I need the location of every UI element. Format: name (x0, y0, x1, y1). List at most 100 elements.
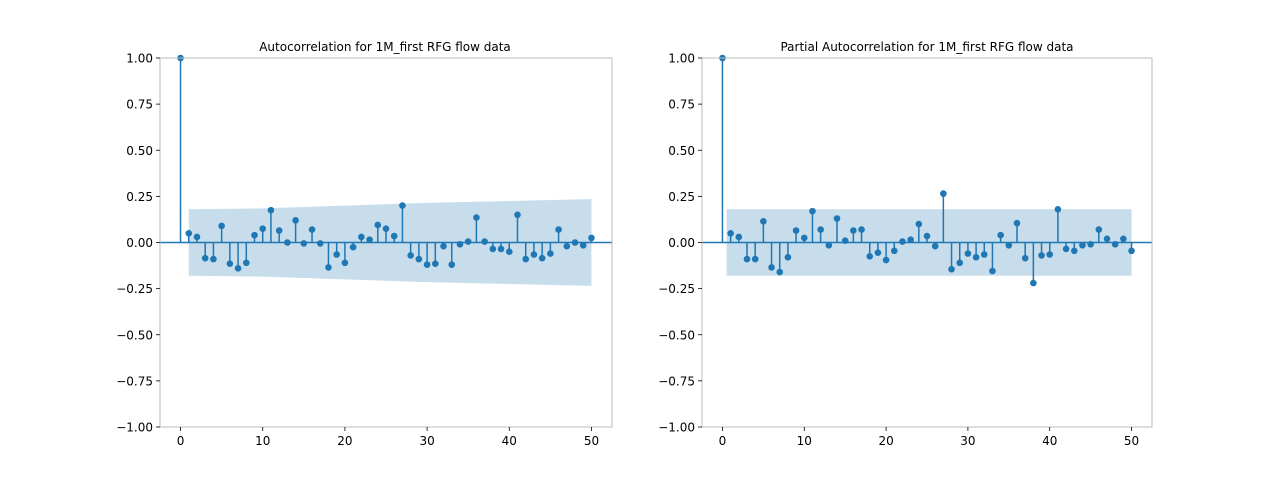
acf-marker-lag-31 (432, 260, 439, 268)
pacf-marker-lag-38 (1030, 279, 1037, 287)
pacf-title: Partial Autocorrelation for 1M_first RFG… (780, 40, 1073, 54)
pacf-marker-lag-9 (792, 227, 800, 234)
acf-ytick-label: −0.25 (116, 282, 153, 296)
pacf-marker-lag-15 (841, 237, 849, 244)
pacf-marker-lag-14 (833, 215, 841, 222)
pacf-plot-area: −1.00 −0.75 −0.50 −0.25 0.00 0.25 0.50 0.75 1.00… (658, 52, 1153, 448)
acf-marker-lag-50 (588, 234, 595, 242)
pacf-marker-lag-46 (1095, 226, 1103, 233)
pacf-marker-lag-18 (866, 253, 874, 260)
acf-marker-lag-3 (201, 254, 209, 262)
acf-xtick-label: 20 (337, 434, 352, 448)
pacf-xtick-label: 40 (1042, 434, 1057, 448)
pacf-ytick-label: 0.00 (668, 236, 695, 250)
pacf-ytick-label: −0.75 (658, 374, 695, 388)
pacf-marker-lag-45 (1087, 241, 1094, 248)
pacf-panel: Partial Autocorrelation for 1M_first RFG… (658, 40, 1153, 448)
acf-panel: Autocorrelation for 1M_first RFG flow da… (116, 40, 613, 448)
pacf-ytick-label: 0.75 (668, 98, 695, 112)
acf-marker-lag-47 (563, 242, 571, 250)
pacf-marker-lag-12 (817, 226, 824, 233)
acf-marker-lag-26 (390, 232, 398, 240)
pacf-marker-lag-7 (776, 268, 784, 276)
acf-marker-lag-8 (242, 259, 250, 267)
pacf-marker-lag-4 (751, 255, 759, 263)
pacf-marker-lag-1 (727, 229, 734, 237)
pacf-xtick-label: 0 (719, 434, 727, 448)
pacf-marker-lag-5 (760, 217, 767, 225)
acf-xtick-label: 40 (502, 434, 517, 448)
pacf-marker-lag-23 (907, 236, 914, 244)
acf-marker-lag-21 (349, 243, 357, 251)
pacf-ytick-label: 0.50 (668, 144, 695, 158)
pacf-marker-lag-37 (1021, 254, 1029, 262)
pacf-marker-lag-44 (1079, 241, 1086, 249)
pacf-ytick-label: 1.00 (668, 52, 695, 66)
pacf-marker-lag-30 (964, 250, 972, 257)
acf-marker-lag-28 (407, 252, 414, 259)
pacf-marker-lag-27 (940, 190, 947, 197)
pacf-marker-lag-43 (1070, 247, 1078, 255)
pacf-marker-lag-31 (972, 253, 980, 261)
pacf-marker-lag-3 (743, 255, 751, 263)
acf-marker-lag-35 (464, 238, 472, 245)
pacf-marker-lag-50 (1128, 247, 1135, 255)
pacf-marker-lag-35 (1005, 241, 1013, 249)
pacf-xtick-label: 30 (960, 434, 975, 448)
acf-marker-lag-10 (259, 225, 267, 232)
pacf-marker-lag-10 (800, 234, 808, 242)
acf-marker-lag-22 (358, 233, 365, 241)
pacf-marker-lag-41 (1054, 205, 1062, 213)
acf-marker-lag-6 (226, 260, 234, 268)
acf-ytick-label: 0.50 (126, 144, 153, 158)
acf-marker-lag-7 (234, 265, 242, 272)
pacf-marker-lag-40 (1046, 251, 1054, 258)
pacf-marker-lag-20 (882, 256, 890, 264)
acf-marker-lag-13 (284, 239, 291, 246)
acf-marker-lag-2 (193, 233, 201, 241)
pacf-xtick-label: 10 (797, 434, 812, 448)
acf-marker-lag-43 (530, 251, 538, 258)
acf-marker-lag-36 (473, 214, 480, 221)
pacf-ytick-label: −0.50 (658, 328, 695, 342)
acf-marker-lag-5 (218, 222, 225, 230)
pacf-marker-lag-21 (890, 247, 898, 255)
acf-ytick-label: −0.50 (116, 328, 153, 342)
pacf-marker-lag-26 (931, 242, 939, 250)
acf-ytick-label: 0.75 (126, 98, 153, 112)
acf-title: Autocorrelation for 1M_first RFG flow da… (259, 40, 511, 54)
pacf-marker-lag-39 (1038, 252, 1045, 259)
pacf-marker-lag-24 (915, 220, 923, 228)
acf-marker-lag-9 (251, 231, 258, 239)
acf-marker-lag-15 (300, 240, 308, 247)
acf-marker-lag-46 (555, 226, 562, 233)
pacf-marker-lag-11 (809, 207, 816, 215)
pacf-marker-lag-34 (997, 231, 1004, 239)
acf-marker-lag-20 (341, 259, 349, 267)
acf-marker-lag-49 (579, 241, 587, 249)
pacf-marker-lag-49 (1120, 235, 1127, 243)
pacf-marker-lag-13 (825, 241, 833, 249)
acf-marker-lag-41 (514, 211, 521, 219)
acf-marker-lag-16 (308, 226, 316, 233)
acf-xtick-label: 0 (177, 434, 185, 448)
acf-marker-lag-25 (382, 225, 390, 232)
pacf-marker-lag-6 (768, 264, 775, 271)
acf-marker-lag-42 (522, 255, 530, 263)
pacf-xtick-label: 20 (878, 434, 893, 448)
pacf-xtick-label: 50 (1124, 434, 1139, 448)
pacf-marker-lag-19 (874, 249, 882, 256)
acf-xtick-label: 30 (419, 434, 434, 448)
acf-marker-lag-44 (538, 254, 546, 262)
acf-marker-lag-39 (497, 245, 505, 253)
acf-marker-lag-48 (571, 239, 579, 246)
acf-marker-lag-19 (333, 251, 340, 258)
acf-marker-lag-33 (448, 261, 456, 268)
pacf-marker-lag-33 (989, 267, 996, 275)
acf-marker-lag-38 (489, 245, 497, 253)
acf-marker-lag-37 (481, 238, 488, 245)
pacf-marker-lag-17 (858, 226, 865, 233)
pacf-marker-lag-48 (1111, 241, 1119, 248)
pacf-marker-lag-28 (948, 265, 955, 273)
acf-marker-lag-1 (185, 229, 193, 237)
